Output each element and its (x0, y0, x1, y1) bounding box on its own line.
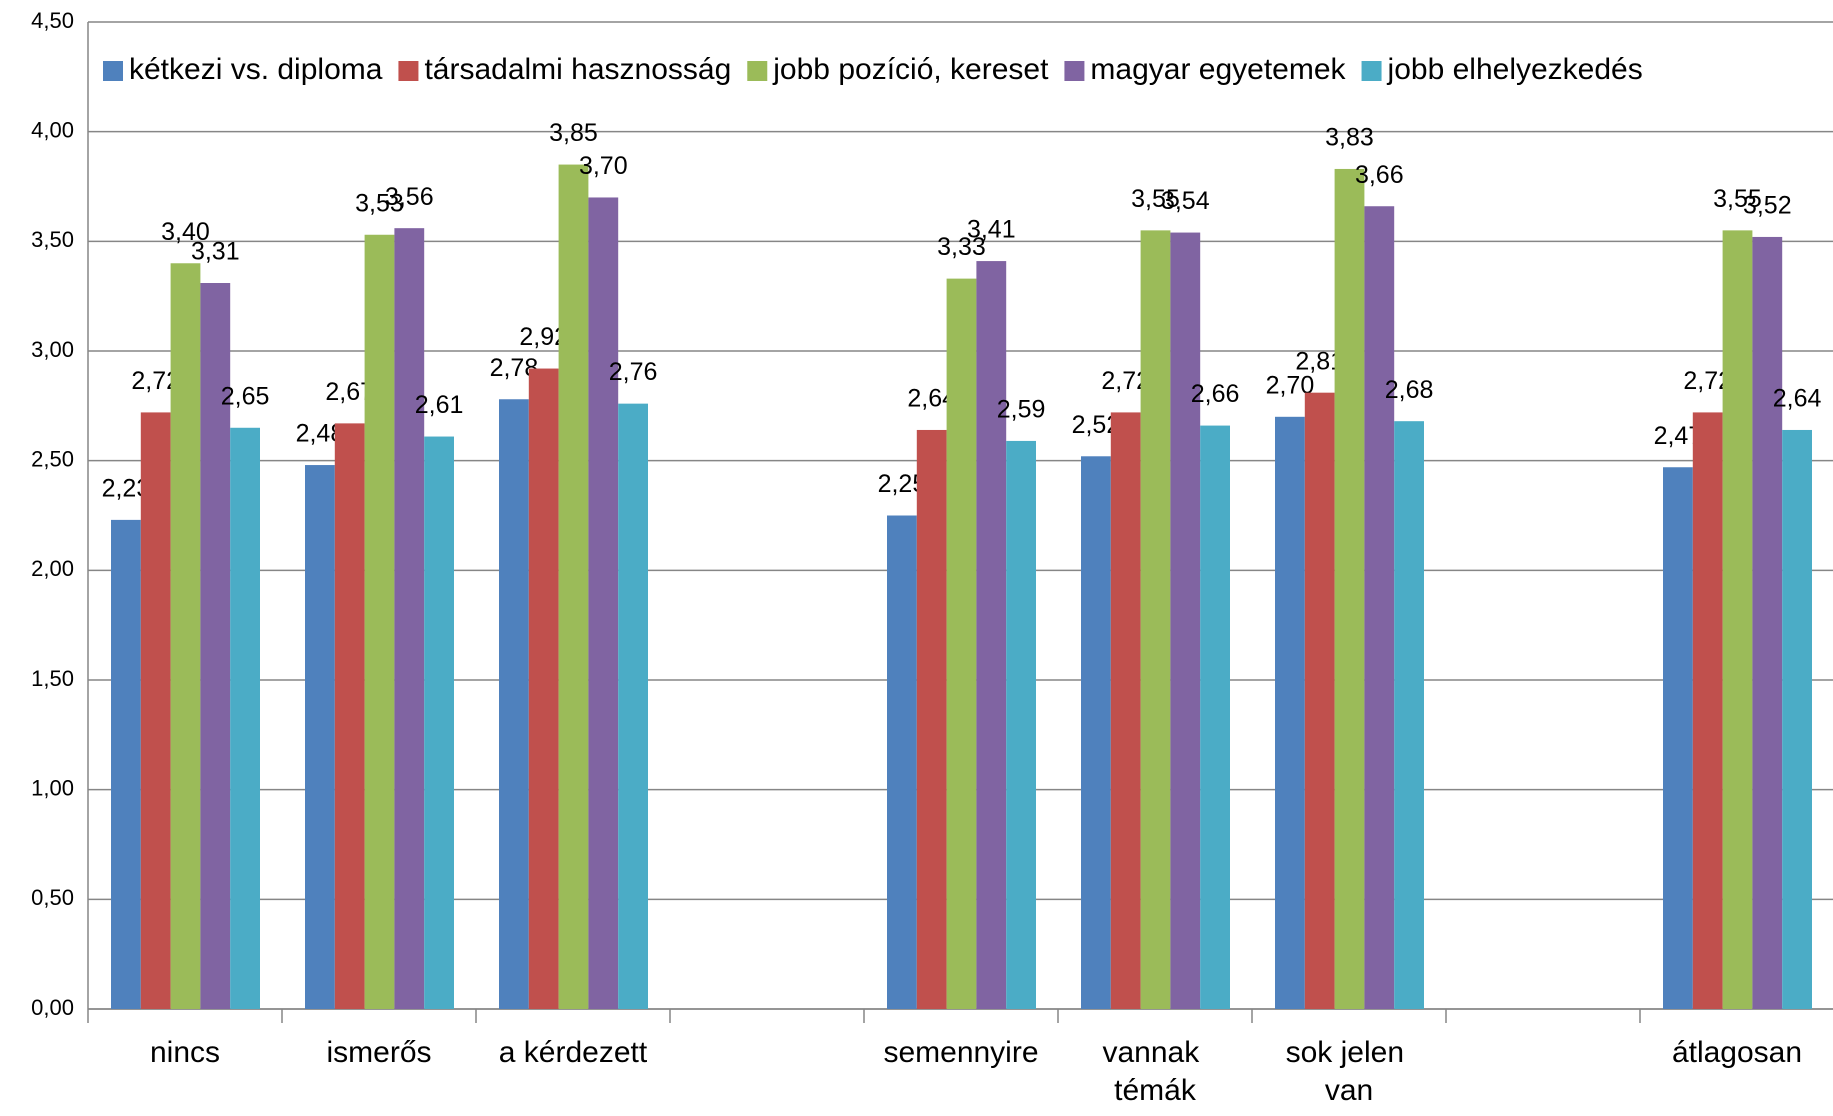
data-label: 3,56 (385, 183, 434, 211)
data-label: 3,55 (1131, 185, 1180, 213)
legend-label: jobb elhelyezkedés (1387, 53, 1643, 86)
y-tick-label: 1,50 (31, 666, 74, 691)
y-tick-label: 2,50 (31, 446, 74, 471)
bar (1364, 206, 1395, 1010)
data-label: 2,76 (609, 358, 658, 386)
bar (1110, 412, 1141, 1009)
y-tick-label: 0,50 (31, 885, 74, 910)
bar (334, 423, 365, 1009)
x-tick-label: a kérdezett (499, 1036, 648, 1069)
data-label: 3,52 (1743, 192, 1792, 220)
bar (916, 429, 947, 1010)
bar (1275, 416, 1305, 1009)
legend-label: magyar egyetemek (1090, 53, 1346, 86)
data-label: 3,85 (549, 119, 598, 147)
legend-label: társadalmi hasznosság (424, 53, 731, 86)
bar (1006, 440, 1036, 1010)
bar (528, 368, 559, 1010)
data-label: 3,31 (191, 238, 240, 266)
bar (946, 278, 977, 1009)
data-label: 3,70 (579, 152, 628, 180)
bar (1170, 232, 1201, 1009)
y-tick-label: 2,00 (31, 556, 74, 581)
legend-swatch (747, 61, 768, 81)
bar (170, 263, 201, 1009)
bar (200, 283, 231, 1009)
bar (976, 261, 1007, 1009)
bar (305, 465, 335, 1009)
legend-label: kétkezi vs. diploma (129, 53, 383, 86)
data-label: 2,68 (1385, 376, 1434, 404)
bar (618, 403, 648, 1009)
y-tick-label: 4,00 (31, 117, 74, 142)
y-tick-label: 3,50 (31, 227, 74, 252)
y-tick-label: 1,00 (31, 775, 74, 800)
data-label: 2,66 (1191, 380, 1240, 408)
legend-swatch (1361, 61, 1382, 81)
data-label: 3,33 (937, 233, 986, 261)
bar (1722, 230, 1753, 1009)
y-tick-label: 3,00 (31, 337, 74, 362)
x-tick-label: vannak témák (1102, 1036, 1207, 1107)
x-tick-label: ismerős (326, 1036, 431, 1069)
legend-swatch (103, 61, 123, 81)
x-tick-label: sok jelen van (1286, 1036, 1413, 1107)
bar (364, 234, 395, 1010)
data-label: 3,83 (1325, 124, 1374, 152)
bar (230, 427, 260, 1009)
bar (111, 519, 141, 1009)
data-label: 3,41 (967, 216, 1016, 244)
data-label: 3,54 (1161, 187, 1210, 215)
bar (887, 515, 917, 1009)
bar (1394, 421, 1424, 1010)
x-tick-label: nincs (150, 1036, 220, 1069)
bar (1782, 429, 1812, 1010)
legend-swatch (1064, 61, 1085, 81)
data-label: 3,53 (355, 189, 404, 217)
legend-swatch (398, 61, 419, 81)
bar (1081, 456, 1111, 1009)
bar (588, 197, 619, 1009)
bar (499, 399, 529, 1010)
x-tick-label: semennyire (883, 1036, 1038, 1069)
data-label: 2,61 (415, 391, 464, 419)
bar (394, 228, 425, 1009)
bar (1200, 425, 1230, 1009)
bar (1663, 467, 1693, 1009)
legend-label: jobb pozíció, kereset (772, 53, 1049, 86)
bar (140, 412, 171, 1009)
y-tick-label: 4,50 (31, 8, 74, 33)
data-label: 3,40 (161, 218, 210, 246)
data-label: 2,64 (1773, 385, 1822, 413)
y-tick-label: 0,00 (31, 995, 74, 1020)
data-label: 3,66 (1355, 161, 1404, 189)
data-label: 2,59 (997, 396, 1046, 424)
bar (424, 436, 454, 1009)
bar (1304, 392, 1335, 1009)
bar (1334, 168, 1365, 1009)
bar (558, 164, 589, 1010)
bar (1140, 230, 1171, 1009)
x-tick-label: átlagosan (1672, 1036, 1802, 1069)
data-label: 3,55 (1713, 185, 1762, 213)
data-label: 2,65 (221, 382, 270, 410)
bar (1692, 412, 1723, 1009)
bar (1752, 236, 1783, 1010)
